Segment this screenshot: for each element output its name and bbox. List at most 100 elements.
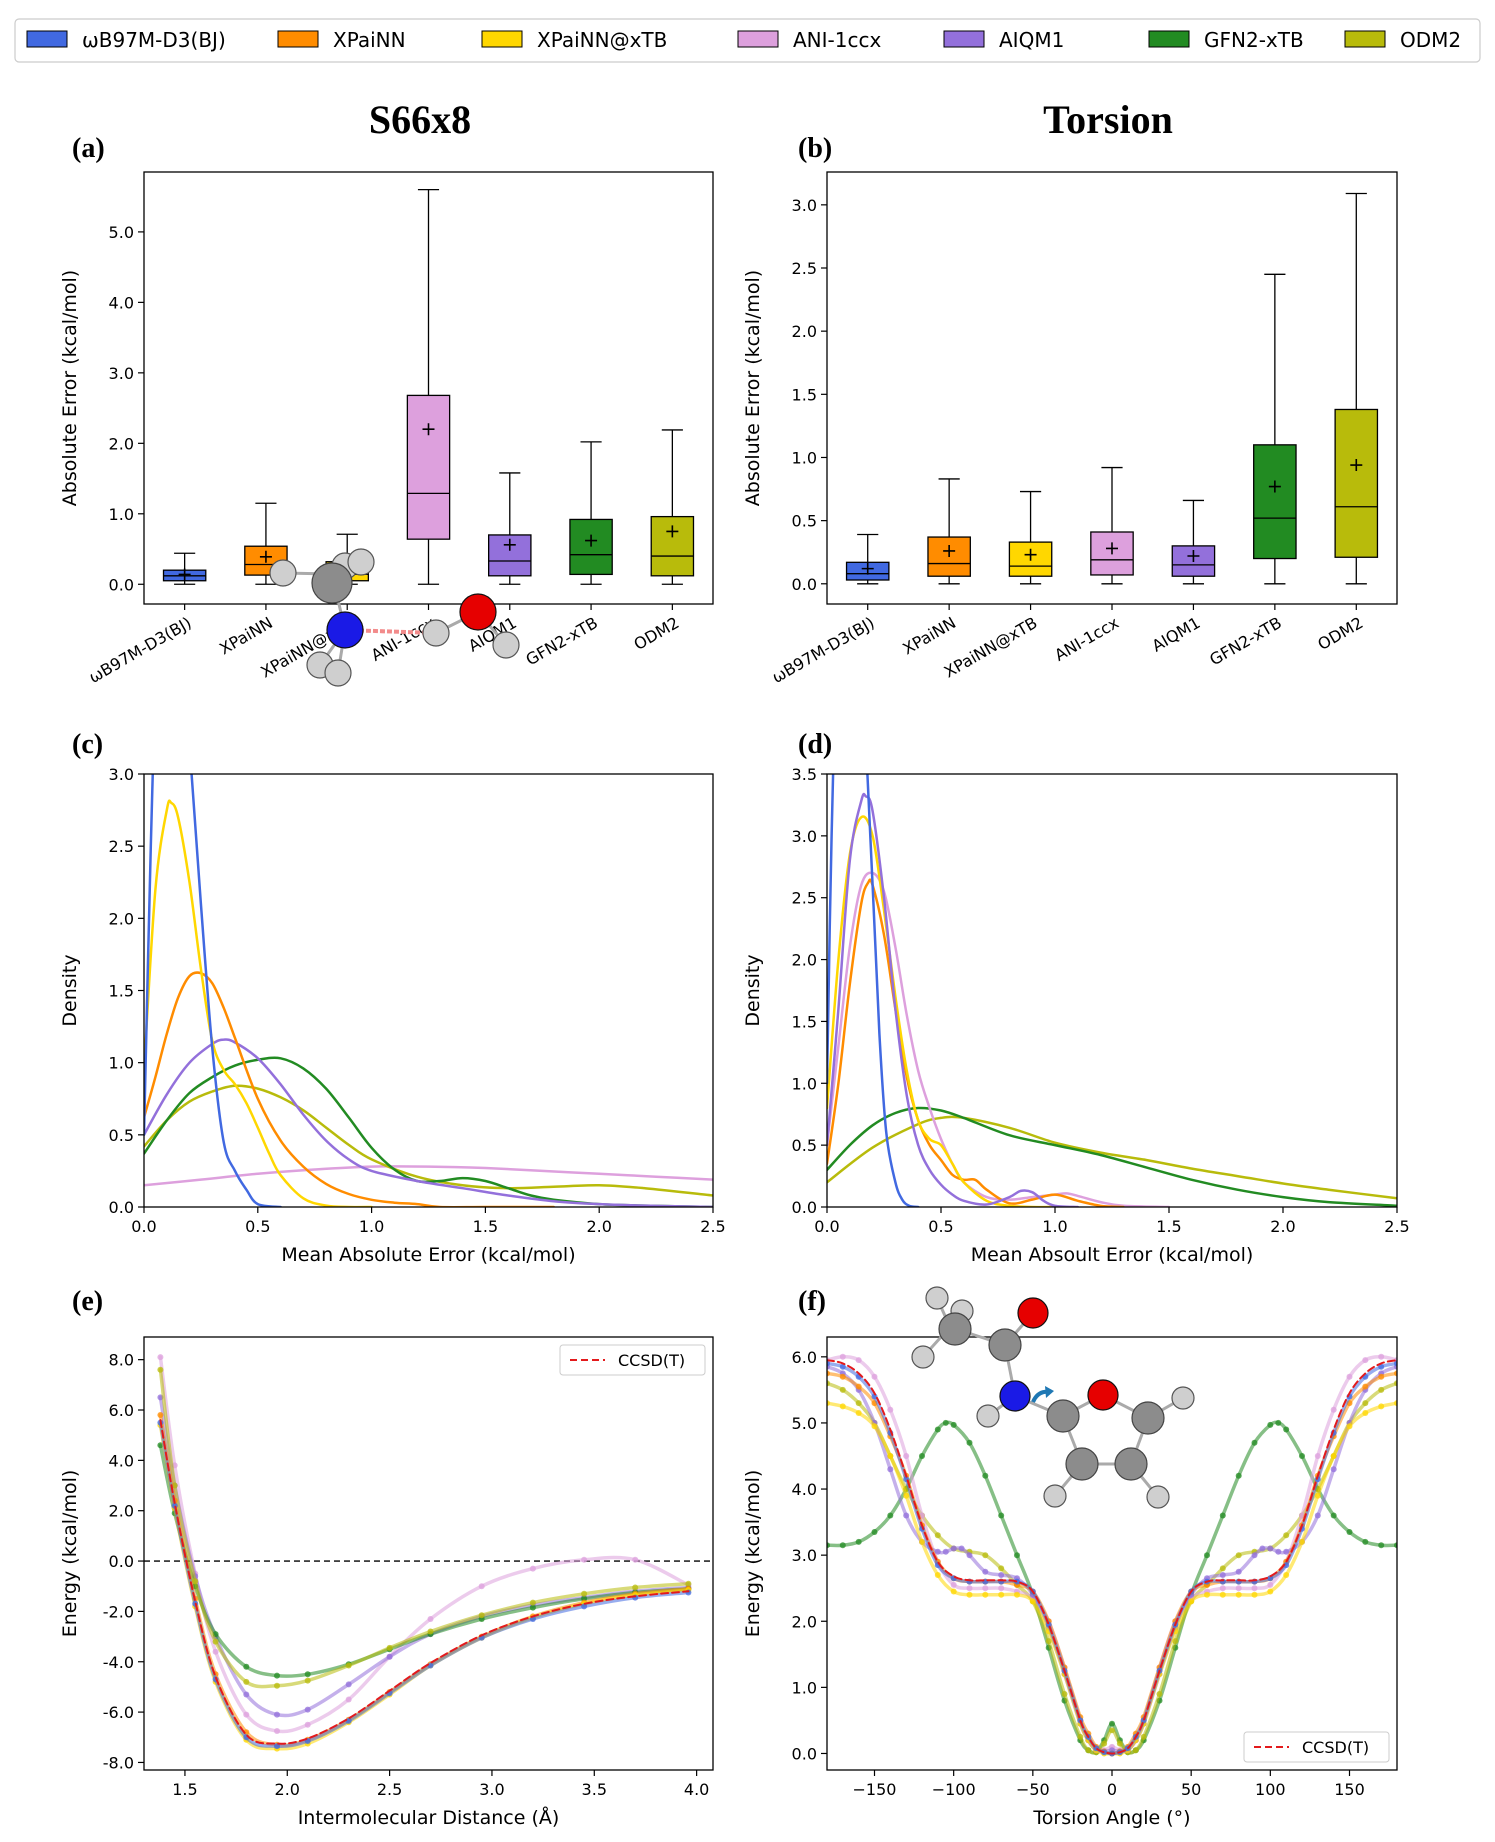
data-point — [950, 1545, 957, 1552]
legend-frame — [559, 1344, 706, 1376]
data-point — [1188, 1598, 1195, 1605]
x-tick-label: 2.0 — [1270, 1217, 1295, 1236]
x-tick-label: 1.5 — [1156, 1217, 1181, 1236]
data-point — [1156, 1691, 1163, 1697]
data-point — [1061, 1691, 1068, 1697]
y-tick-label: 2.5 — [109, 837, 134, 856]
mean-marker — [1106, 542, 1118, 555]
data-point — [304, 1671, 311, 1678]
data-point — [1394, 1380, 1397, 1387]
molecule-illustration — [911, 1286, 1195, 1509]
y-tick-label: 3.0 — [109, 765, 134, 784]
x-tick-label: 2.0 — [275, 1780, 300, 1799]
data-point — [855, 1383, 862, 1390]
x-axis-label: Torsion Angle (°) — [1032, 1807, 1190, 1829]
panel-c: 0.0 0.5 1.0 1.5 2.0 2.5 3.0 0.0 0.5 1.0 1.5 2.0 2.5 (… — [59, 729, 726, 1266]
data-point — [1251, 1585, 1258, 1592]
series-line — [158, 1423, 691, 1751]
series-line — [827, 1115, 1397, 1200]
series-line — [158, 1367, 691, 1689]
series-odm2 — [144, 1084, 713, 1197]
series-line — [159, 1419, 690, 1745]
data-point — [827, 1360, 830, 1367]
x-tick-label: 2.5 — [700, 1217, 725, 1236]
series-xpainn — [144, 971, 555, 1207]
y-tick-label: 1.0 — [109, 1054, 134, 1073]
legend-label: CCSD(T) — [1302, 1738, 1369, 1757]
data-point — [1330, 1512, 1337, 1519]
y-tick-label: 6.0 — [109, 1401, 134, 1420]
series-line — [827, 1361, 1397, 1756]
series-aiqm1 — [144, 1038, 713, 1207]
legend-swatch — [1148, 30, 1190, 48]
series-line — [144, 1038, 713, 1207]
data-point — [1283, 1532, 1290, 1539]
y-tick-label: 0.0 — [792, 1744, 817, 1763]
y-tick-label: 2.0 — [109, 1502, 134, 1521]
y-tick-label: 3.0 — [792, 827, 817, 846]
y-axis-label: Absolute Error (kcal/mol) — [742, 270, 764, 506]
y-tick-label: 2.5 — [792, 259, 817, 278]
data-point — [1378, 1353, 1385, 1360]
data-point — [1014, 1591, 1020, 1598]
panel-d: 0.0 0.5 1.0 1.5 2.0 2.5 3.0 3.5 0.0 0.5 1.0 1.5 2.0 2… — [742, 729, 1410, 1266]
x-tick-label: 2.5 — [377, 1780, 402, 1799]
y-tick-label: 3.0 — [792, 1546, 817, 1565]
legend-item-xpainn: XPaiNN — [277, 28, 406, 52]
series-wb97m-d3-bj — [827, 1360, 1397, 1757]
y-axis-label: Density — [742, 954, 764, 1026]
legend-label: XPaiNN@xTB — [537, 28, 667, 52]
series-xpainn-xtb — [144, 799, 373, 1207]
series-line — [827, 1359, 1397, 1755]
plot-area — [827, 774, 1397, 1207]
data-point — [1219, 1512, 1226, 1519]
data-point — [1283, 1562, 1290, 1569]
data-point — [304, 1677, 311, 1684]
y-tick-label: 2.0 — [792, 1612, 817, 1631]
series-ani-1ccx — [144, 1165, 713, 1187]
y-tick-label: 3.5 — [792, 765, 817, 784]
data-point — [1378, 1373, 1385, 1380]
data-point — [1235, 1568, 1242, 1575]
data-point — [1346, 1373, 1353, 1380]
data-point — [478, 1612, 485, 1619]
data-point — [345, 1717, 352, 1724]
x-tick-label: ODM2 — [1314, 613, 1366, 654]
x-tick-label: 4.0 — [684, 1780, 709, 1799]
data-point — [827, 1542, 830, 1549]
x-tick-label: 2.5 — [1384, 1217, 1409, 1236]
x-tick-label: 1.0 — [1042, 1217, 1067, 1236]
data-point — [903, 1453, 910, 1459]
series-line — [144, 971, 555, 1207]
data-point — [827, 1370, 830, 1377]
series-wb97m-d3-bj — [144, 774, 282, 1207]
data-point — [966, 1552, 973, 1559]
panel-f: 0.0 1.0 2.0 3.0 4.0 5.0 6.0 −150 −100 −50 0 50 100 15… — [742, 1286, 1398, 1829]
mean-marker — [1187, 550, 1200, 562]
y-tick-label: 1.5 — [792, 1012, 817, 1031]
series-xpainn-xtb — [827, 815, 1057, 1207]
data-point — [1235, 1591, 1242, 1598]
panel-label: (e) — [72, 1286, 103, 1317]
data-point — [1219, 1585, 1226, 1592]
data-point — [243, 1678, 250, 1685]
y-tick-label: 1.0 — [792, 1074, 817, 1093]
y-tick-label: 5.0 — [792, 1414, 817, 1433]
data-point — [950, 1588, 957, 1595]
data-point — [1267, 1581, 1274, 1588]
y-tick-label: 1.5 — [792, 385, 817, 404]
data-point — [1101, 1740, 1108, 1747]
data-point — [934, 1532, 941, 1539]
x-tick-label: 3.0 — [479, 1780, 504, 1799]
series-xpainn — [827, 1370, 1397, 1757]
data-point — [212, 1638, 219, 1645]
data-point — [998, 1565, 1005, 1572]
data-point — [581, 1603, 588, 1610]
data-point — [887, 1466, 894, 1473]
data-point — [243, 1691, 250, 1698]
data-point — [304, 1721, 311, 1728]
box-odm2 — [650, 429, 695, 585]
data-point — [1219, 1591, 1226, 1598]
